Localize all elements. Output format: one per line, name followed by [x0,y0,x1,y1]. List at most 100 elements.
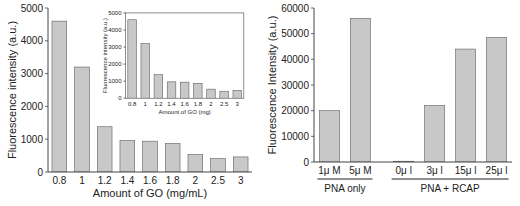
group-bracket [317,178,372,179]
bar [319,111,339,162]
x-tick-label: 3 [236,101,240,107]
y-tick-label: 2000 [108,61,122,67]
y-tick-label: 40000 [281,54,309,65]
y-tick [45,40,48,41]
group-bracket [392,178,509,179]
bar [456,49,476,162]
y-tick [311,110,314,111]
bar [188,155,203,172]
x-axis-line [314,162,512,163]
y-tick-label: 3000 [21,68,44,79]
bars [319,18,506,162]
x-axis-label: Amount of GO (mg/mL) [93,187,207,199]
bar [143,141,158,172]
x-tick-label: 1μ M [318,165,340,176]
inset-chart: 0100020003000400050000.811.21.41.61.822.… [102,10,244,115]
y-tick-label: 0 [37,167,43,178]
bar [120,141,135,172]
y-tick [124,29,126,30]
x-axis-line [48,172,252,173]
x-tick-label: 0μ l [396,165,412,176]
y-tick [124,47,126,48]
bar [486,38,506,162]
x-tick-label: 0.8 [52,175,66,186]
group-label: PNA only [324,183,365,194]
y-tick-label: 2000 [21,101,44,112]
y-tick [124,64,126,65]
y-tick [45,139,48,140]
bar [52,21,67,172]
bar [194,83,203,98]
x-tick-label: 3 [238,175,244,186]
x-tick-label: 25μ l [486,165,508,176]
y-tick [45,106,48,107]
y-tick [124,98,126,99]
y-tick [45,8,48,9]
y-tick [311,8,314,9]
y-tick [311,162,314,163]
y-tick-label: 10000 [281,131,309,142]
x-tick-label: 1.4 [120,175,134,186]
x-tick-label: 3μ l [426,165,442,176]
left-chart: 0 1000 2000 3000 4000 5000 0.8 1 1.2 1.4 1.6 1.8 2 2.… [6,3,252,200]
y-tick-label: 60000 [281,3,309,14]
x-tick-label: 2 [209,101,213,107]
inset-frame [126,13,244,98]
x-tick-label: 1.6 [181,101,190,107]
y-tick-label: 0 [303,157,309,168]
x-tick-label: 0.8 [128,101,137,107]
x-tick-label: 2.5 [220,101,229,107]
x-axis-label: Amount of GO (mg) [159,109,211,115]
group-label: PNA + RCAP [421,183,481,194]
x-tick-label: 1.4 [167,101,176,107]
x-tick-label: 1.8 [166,175,180,186]
x-tick-label: 1.2 [98,175,112,186]
y-tick [311,59,314,60]
figure: 0 1000 2000 3000 4000 5000 0.8 1 1.2 1.4 1.6 1.8 2 2.… [0,0,520,206]
bar [165,143,180,172]
bar [220,91,229,98]
y-tick-label: 0 [118,95,122,101]
bar [154,75,163,99]
bar [141,44,150,99]
x-tick-label: 2 [193,175,199,186]
y-tick [311,136,314,137]
bar [167,82,176,98]
x-tick-label: 1.8 [194,101,203,107]
bar [233,157,248,172]
y-tick [45,172,48,173]
y-axis-label: Fluorescence Intensity (a.u.) [266,16,278,155]
y-axis-label: Fluorescence intensity (a.u.) [6,21,18,159]
y-tick-label: 4000 [21,35,44,46]
x-tick-label: 5μ M [349,165,371,176]
x-tick-label: 1.2 [154,101,163,107]
y-tick [124,12,126,13]
bar [211,159,226,172]
bar [350,18,370,162]
y-tick-label: 20000 [281,105,309,116]
x-tick-label: 15μ l [455,165,477,176]
y-tick-label: 1000 [21,134,44,145]
y-axis-line [48,8,49,172]
y-tick-label: 3000 [108,44,122,50]
y-tick-label: 5000 [21,3,44,14]
bar [180,82,189,98]
right-chart: 01000020000300004000050000600001μ M5μ M0… [266,3,512,195]
bar [207,89,216,98]
y-tick-label: 50000 [281,28,309,39]
y-tick-label: 5000 [108,10,122,16]
bar [233,90,242,98]
y-tick [311,33,314,34]
bar [425,106,445,162]
y-tick [311,85,314,86]
y-tick-label: 4000 [108,27,122,33]
y-tick [45,73,48,74]
y-tick [124,81,126,82]
bar [97,127,112,172]
x-tick-label: 1 [79,175,85,186]
x-tick-label: 1.6 [143,175,157,186]
x-tick-label: 2.5 [211,175,225,186]
bar [75,67,90,172]
bar [128,20,137,98]
y-axis-label: Fluorescence intensity (a.u.) [102,18,108,93]
